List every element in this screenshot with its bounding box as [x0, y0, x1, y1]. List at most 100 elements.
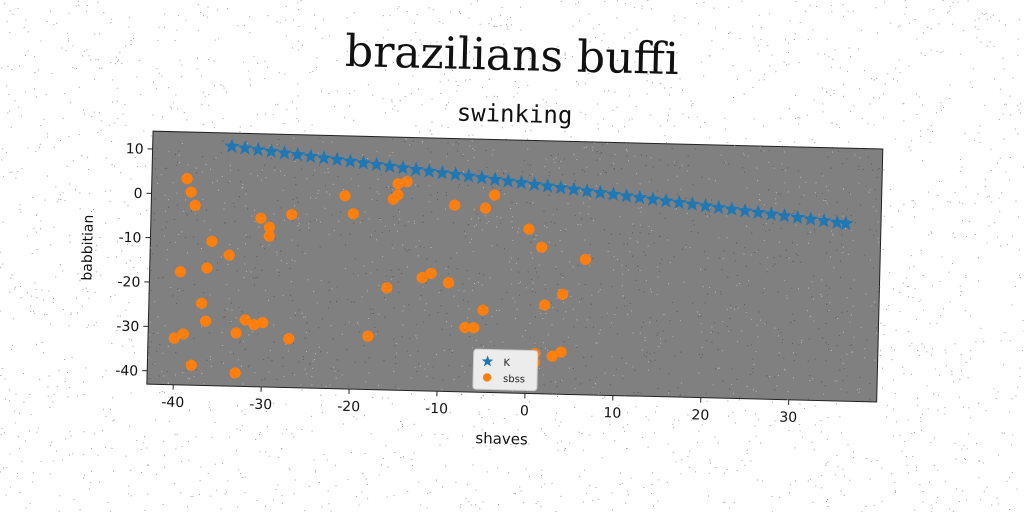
- axes-noise-dot: [313, 291, 314, 292]
- axes-noise-dot: [875, 189, 876, 190]
- axes-noise-dot: [535, 268, 536, 269]
- axes-noise-dot: [158, 332, 159, 333]
- axes-noise-dot: [849, 193, 850, 194]
- x-tick-label-0: -40: [161, 394, 184, 411]
- axes-noise-dot: [698, 316, 699, 317]
- axes-noise-dot: [222, 332, 223, 333]
- axes-noise-dot: [876, 230, 877, 231]
- axes-noise-dot: [593, 385, 594, 386]
- axes-noise-dot: [573, 309, 574, 310]
- axes-noise-dot: [875, 198, 876, 199]
- y-tick-label-1: 0: [133, 186, 142, 202]
- axes-noise-dot: [454, 379, 455, 380]
- axes-noise-dot: [784, 280, 785, 281]
- axes-noise-dot: [429, 201, 430, 202]
- axes-noise-dot: [556, 298, 557, 299]
- axes-noise-dot: [480, 220, 481, 221]
- axes-noise-dot: [542, 318, 543, 319]
- axes-noise-dot: [332, 214, 333, 215]
- axes-noise-dot: [709, 208, 710, 209]
- axes-noise-dot: [504, 193, 505, 194]
- axes-noise-dot: [500, 190, 501, 191]
- axes-noise-dot: [657, 266, 658, 267]
- axes-noise-dot: [415, 246, 416, 247]
- axes-noise-dot: [448, 142, 449, 143]
- axes-noise-dot: [285, 344, 286, 345]
- axes-noise-dot: [627, 244, 628, 245]
- axes-noise-dot: [194, 284, 195, 285]
- y-axis-label: babbitian: [79, 214, 97, 280]
- axes-noise-dot: [485, 150, 486, 151]
- axes-noise-dot: [785, 370, 786, 371]
- axes-noise-dot: [659, 236, 660, 237]
- axes-noise-dot: [839, 370, 840, 371]
- axes-noise-dot: [439, 292, 440, 293]
- axes-noise-dot: [837, 345, 838, 346]
- axes-noise-dot: [840, 277, 841, 278]
- axes-noise-dot: [722, 350, 723, 351]
- axes-noise-dot: [155, 168, 156, 169]
- axes-noise-dot: [786, 295, 787, 296]
- axes-noise-dot: [692, 303, 693, 304]
- axes-noise-dot: [775, 203, 776, 204]
- axes-noise-dot: [535, 343, 536, 344]
- axes-noise-dot: [305, 317, 306, 318]
- axes-noise-dot: [189, 378, 190, 379]
- axes-noise-dot: [255, 277, 256, 278]
- axes-noise-dot: [879, 168, 880, 169]
- axes-noise-dot: [442, 379, 443, 380]
- axes-noise-dot: [556, 266, 557, 267]
- axes-noise-dot: [390, 187, 391, 188]
- axes-noise-dot: [529, 190, 530, 191]
- axes-noise-dot: [318, 327, 319, 328]
- axes-noise-dot: [858, 169, 859, 170]
- axes-noise-dot: [532, 174, 533, 175]
- axes-noise-dot: [367, 158, 368, 159]
- axes-noise-dot: [672, 302, 673, 303]
- axes-noise-dot: [532, 202, 533, 203]
- axes-noise-dot: [419, 298, 420, 299]
- axes-noise-dot: [152, 253, 153, 254]
- axes-noise-dot: [511, 269, 512, 270]
- axes-noise-dot: [794, 320, 795, 321]
- axes-noise-dot: [540, 313, 541, 314]
- axes-noise-dot: [246, 194, 247, 195]
- axes-noise-dot: [788, 191, 789, 192]
- axes-noise-dot: [782, 339, 783, 340]
- axes-noise-dot: [261, 380, 262, 381]
- axes-noise-dot: [230, 352, 231, 353]
- axes-noise-dot: [751, 344, 752, 345]
- axes-noise-dot: [747, 386, 748, 387]
- axes-noise-dot: [614, 256, 615, 257]
- axes-noise-dot: [511, 257, 512, 258]
- axes-noise-dot: [410, 188, 411, 189]
- axes-noise-dot: [240, 181, 241, 182]
- axes-noise-dot: [166, 259, 167, 260]
- axes-noise-dot: [168, 382, 169, 383]
- axes-noise-dot: [550, 381, 551, 382]
- axes-noise-dot: [707, 257, 708, 258]
- axes-noise-dot: [450, 334, 451, 335]
- axes-noise-dot: [176, 165, 177, 166]
- axes-noise-dot: [544, 166, 545, 167]
- axes-noise-dot: [229, 244, 230, 245]
- axes-noise-dot: [402, 311, 403, 312]
- axes-noise-dot: [264, 248, 265, 249]
- axes-noise-dot: [394, 224, 395, 225]
- axes-noise-dot: [664, 218, 665, 219]
- axes-noise-dot: [483, 187, 484, 188]
- legend-label-0: K: [503, 358, 510, 369]
- axes-noise-dot: [660, 236, 661, 237]
- axes-noise-dot: [386, 187, 387, 188]
- axes-noise-dot: [576, 347, 577, 348]
- axes-noise-dot: [469, 336, 470, 337]
- axes-noise-dot: [398, 281, 399, 282]
- axes-noise-dot: [268, 357, 269, 358]
- axes-noise-dot: [816, 196, 817, 197]
- axes-noise-dot: [600, 289, 601, 290]
- axes-noise-dot: [493, 150, 494, 151]
- axes-noise-dot: [337, 176, 338, 177]
- axes-noise-dot: [599, 158, 600, 159]
- axes-noise-dot: [235, 221, 236, 222]
- axes-noise-dot: [299, 310, 300, 311]
